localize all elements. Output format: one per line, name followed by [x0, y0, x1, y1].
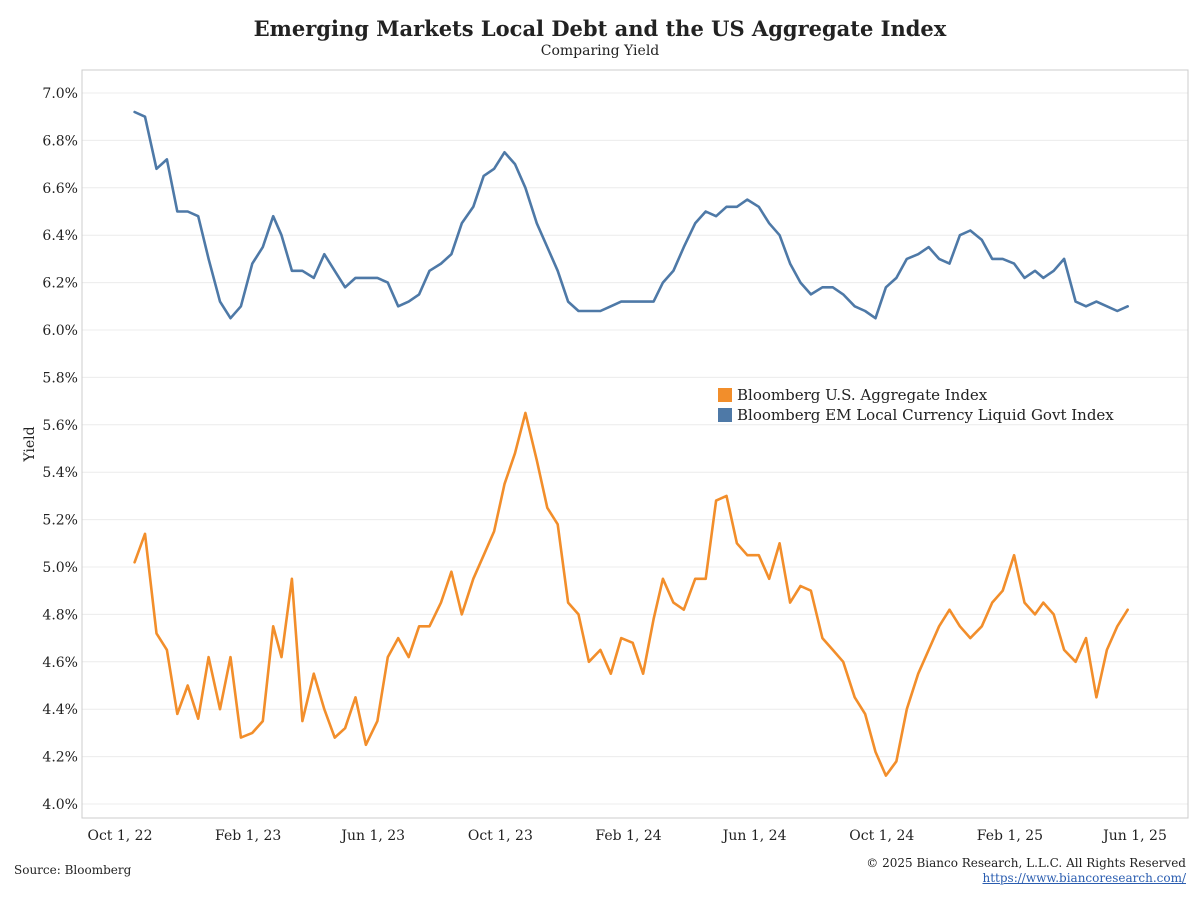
series-line-em-local — [133, 110, 1129, 320]
y-tick-label: 7.0% — [42, 86, 78, 102]
legend: Bloomberg U.S. Aggregate Index Bloomberg … — [718, 386, 1114, 424]
y-tick-label: 4.6% — [42, 655, 78, 671]
y-tick-label: 4.0% — [42, 797, 78, 813]
y-tick-label: 6.0% — [42, 323, 78, 339]
x-tick-label: Oct 1, 23 — [468, 828, 533, 844]
chart-subtitle: Comparing Yield — [540, 43, 660, 59]
x-tick-label: Feb 1, 25 — [977, 828, 1043, 844]
y-tick-label: 6.6% — [42, 181, 78, 197]
x-tick-label: Feb 1, 23 — [215, 828, 281, 844]
y-tick-label: 4.4% — [42, 702, 78, 718]
y-tick-label: 6.2% — [42, 276, 78, 292]
legend-label: Bloomberg EM Local Currency Liquid Govt … — [737, 406, 1114, 424]
y-tick-label: 4.8% — [42, 607, 78, 623]
x-tick-label: Oct 1, 24 — [849, 828, 914, 844]
y-axis-ticks: 4.0% 4.2% 4.4% 4.6% 4.8% 5.0% 5.2% 5.4% 5.6% 5.8%… — [42, 86, 78, 813]
x-tick-label: Jun 1, 23 — [339, 828, 405, 844]
x-tick-label: Jun 1, 24 — [721, 828, 787, 844]
x-axis-ticks: Oct 1, 22 Feb 1, 23 Jun 1, 23 Oct 1, 23 Feb … — [87, 828, 1166, 844]
chart-title: Emerging Markets Local Debt and the US A… — [253, 16, 947, 41]
y-tick-label: 4.2% — [42, 750, 78, 766]
series-lines — [133, 110, 1129, 777]
x-tick-label: Oct 1, 22 — [87, 828, 152, 844]
copyright-block: © 2025 Bianco Research, L.L.C. All Right… — [866, 856, 1186, 886]
y-tick-label: 6.8% — [42, 133, 78, 149]
copyright-text: © 2025 Bianco Research, L.L.C. All Right… — [866, 856, 1186, 870]
series-line-us-aggregate — [133, 411, 1129, 777]
y-tick-label: 5.6% — [42, 418, 78, 434]
source-note: Source: Bloomberg — [14, 863, 132, 877]
grid-lines — [82, 92, 1188, 805]
y-tick-label: 5.8% — [42, 370, 78, 386]
plot-frame — [81, 69, 1189, 819]
legend-swatch — [718, 408, 732, 422]
y-tick-label: 5.4% — [42, 465, 78, 481]
legend-label: Bloomberg U.S. Aggregate Index — [737, 386, 988, 404]
y-tick-label: 5.2% — [42, 513, 78, 529]
x-tick-label: Feb 1, 24 — [595, 828, 661, 844]
legend-swatch — [718, 388, 732, 402]
y-tick-label: 5.0% — [42, 560, 78, 576]
y-axis-label: Yield — [22, 426, 38, 462]
y-tick-label: 6.4% — [42, 228, 78, 244]
x-tick-label: Jun 1, 25 — [1101, 828, 1167, 844]
source-link[interactable]: https://www.biancoresearch.com/ — [982, 871, 1186, 885]
